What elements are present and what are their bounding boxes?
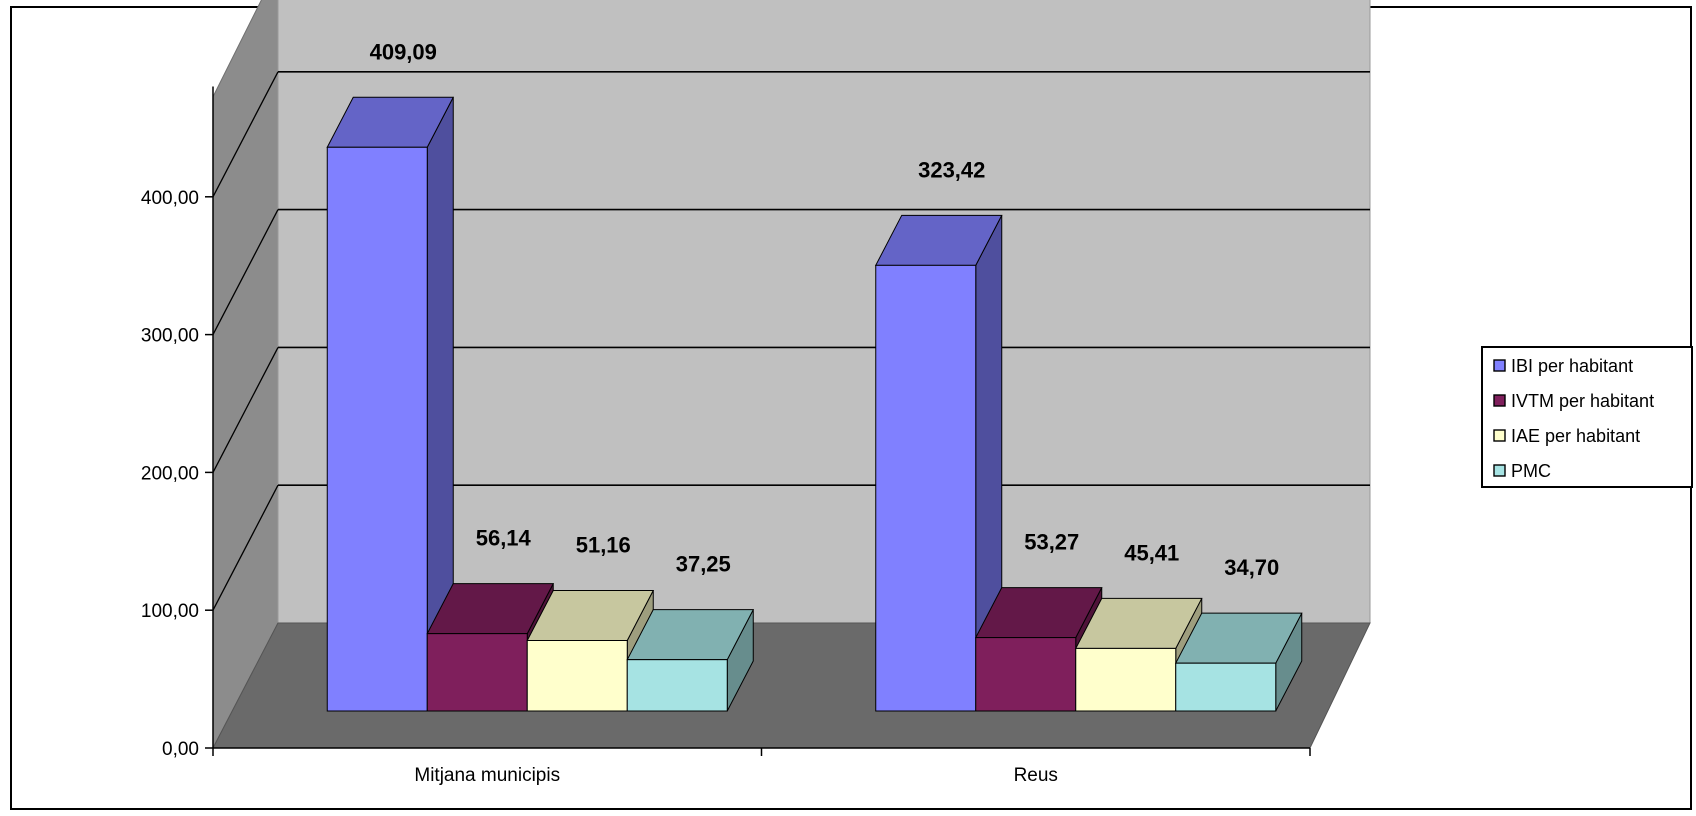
- legend-swatch: [1493, 464, 1506, 477]
- data-label: 45,41: [1124, 540, 1179, 565]
- legend-swatch: [1493, 429, 1506, 442]
- data-label: 323,42: [918, 157, 985, 182]
- bar-front: [326, 146, 428, 712]
- y-tick-label: 300,00: [141, 326, 199, 347]
- data-label: 56,14: [476, 526, 532, 551]
- x-category-label: Reus: [1014, 765, 1058, 786]
- gridline-side: [212, 347, 279, 473]
- data-label: 37,25: [676, 552, 731, 577]
- gridline-side: [212, 484, 279, 611]
- side-wall: [212, 0, 279, 749]
- data-labels: 409,09 56,14 51,16 37,25 323,42 53,27 45,41 34,…: [370, 39, 1280, 580]
- bar-front: [626, 659, 728, 712]
- legend-label: IBI per habitant: [1511, 356, 1633, 376]
- legend-box: [1481, 346, 1693, 488]
- y-tick-label: 200,00: [141, 463, 199, 484]
- back-wall: [277, 0, 1371, 624]
- data-label: 51,16: [576, 533, 631, 558]
- data-label: 409,09: [370, 39, 437, 64]
- bar-front: [875, 264, 977, 712]
- y-axis: 0,00 100,00 200,00 300,00 400,00: [141, 86, 214, 760]
- y-tick-label: 100,00: [141, 601, 199, 622]
- bar-front: [1175, 662, 1277, 712]
- bar: [1174, 612, 1303, 712]
- legend-label: PMC: [1511, 461, 1551, 481]
- bars: [326, 96, 1303, 712]
- gridline-side: [212, 209, 279, 335]
- bar: [874, 214, 1003, 712]
- legend-swatch: [1493, 359, 1506, 372]
- legend-swatch: [1493, 394, 1506, 407]
- bar-front: [975, 637, 1077, 712]
- gridline-side: [212, 71, 279, 198]
- legend: IBI per habitant IVTM per habitant IAE per…: [1481, 346, 1693, 488]
- legend-label: IAE per habitant: [1511, 426, 1640, 446]
- bar-front: [526, 640, 628, 712]
- x-axis: Mitjana municipis Reus: [212, 747, 1311, 786]
- y-tick-label: 0,00: [162, 739, 199, 760]
- data-label: 53,27: [1024, 530, 1079, 555]
- bar-front: [426, 633, 528, 712]
- bar-front: [1075, 647, 1177, 712]
- data-label: 34,70: [1224, 555, 1279, 580]
- bar: [626, 609, 755, 712]
- x-category-label: Mitjana municipis: [414, 765, 560, 786]
- legend-label: IVTM per habitant: [1511, 391, 1654, 411]
- y-tick-label: 400,00: [141, 188, 199, 209]
